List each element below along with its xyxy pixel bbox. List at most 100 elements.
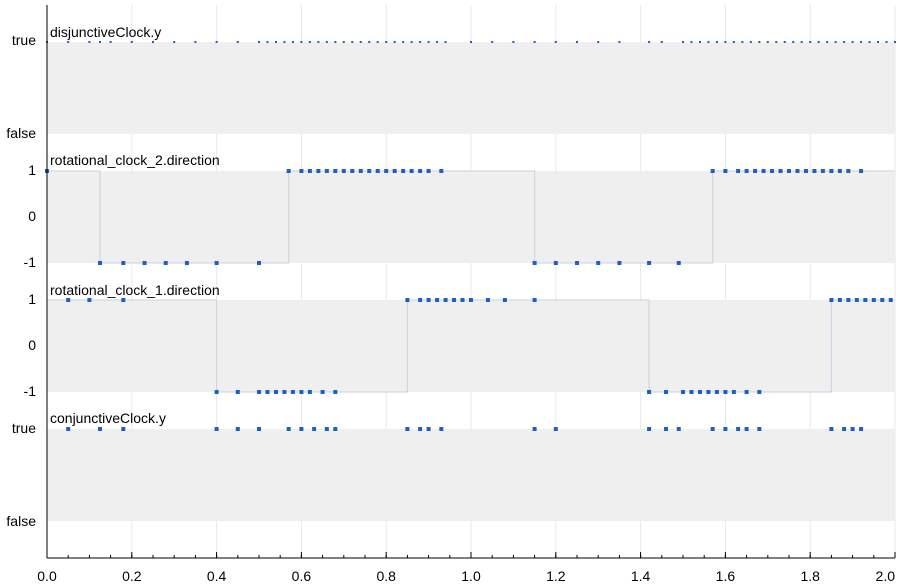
data-point — [300, 41, 303, 43]
data-point — [863, 298, 868, 302]
data-point — [647, 390, 652, 394]
data-point — [749, 41, 752, 43]
data-point — [826, 41, 829, 43]
data-point — [426, 169, 431, 173]
data-point — [676, 261, 681, 265]
data-point — [485, 298, 490, 302]
data-point — [130, 41, 133, 43]
data-point — [553, 427, 558, 431]
data-point — [843, 41, 846, 43]
data-point — [837, 169, 842, 173]
subplot-title: rotational_clock_1.direction — [50, 282, 220, 298]
data-point — [800, 41, 803, 43]
data-point — [316, 169, 321, 173]
data-point — [299, 427, 304, 431]
data-point — [783, 41, 786, 43]
data-point — [617, 261, 622, 265]
data-point — [409, 169, 414, 173]
data-point — [732, 41, 735, 43]
data-point — [894, 41, 896, 43]
data-point — [418, 427, 423, 431]
data-point — [842, 427, 847, 431]
data-point — [829, 169, 834, 173]
y-tick-label: 0 — [28, 208, 36, 224]
subplot-title: disjunctiveClock.y — [50, 24, 161, 40]
data-point — [470, 41, 472, 43]
data-point — [871, 298, 876, 302]
plot-panels: disjunctiveClock.y true false rotational_cl… — [6, 24, 896, 529]
data-point — [697, 390, 702, 394]
subplot-4: conjunctiveClock.y true false — [6, 410, 895, 529]
data-point — [376, 41, 379, 43]
data-point — [859, 169, 864, 173]
data-point — [67, 41, 70, 43]
x-tick-label: 0.0 — [37, 568, 57, 584]
data-point — [597, 41, 600, 43]
data-point — [681, 390, 685, 394]
data-point — [350, 169, 355, 173]
data-point — [757, 390, 762, 394]
data-point — [333, 169, 338, 173]
data-point — [66, 427, 71, 431]
data-point — [439, 169, 444, 173]
data-point — [152, 41, 154, 43]
data-point — [859, 427, 864, 431]
data-point — [532, 427, 537, 431]
data-point — [714, 390, 719, 394]
data-point — [850, 427, 855, 431]
data-point — [286, 169, 291, 173]
value-band — [47, 171, 895, 263]
data-point — [385, 41, 388, 43]
x-tick-label: 0.6 — [292, 568, 312, 584]
data-point — [214, 390, 219, 394]
data-point — [333, 390, 338, 394]
data-point — [761, 169, 766, 173]
data-point — [533, 41, 536, 43]
data-point — [710, 427, 715, 431]
y-tick-label: 1 — [28, 162, 36, 178]
data-point — [405, 298, 410, 302]
data-point — [792, 41, 795, 43]
data-point — [342, 41, 345, 43]
data-point — [647, 427, 652, 431]
data-point — [258, 41, 260, 43]
data-point — [320, 390, 325, 394]
data-point — [710, 169, 715, 173]
data-point — [877, 41, 880, 43]
y-tick-label: true — [12, 420, 36, 436]
data-point — [299, 390, 304, 394]
data-point — [829, 298, 834, 302]
data-point — [312, 427, 317, 431]
x-tick-label: 0.4 — [207, 568, 227, 584]
data-point — [829, 427, 834, 431]
data-point — [803, 169, 808, 173]
y-tick-label: true — [12, 32, 36, 48]
x-tick-label: 0.8 — [376, 568, 396, 584]
data-point — [334, 41, 337, 43]
data-point — [436, 41, 439, 43]
data-point — [741, 41, 744, 43]
data-point — [324, 169, 329, 173]
data-point — [290, 390, 295, 394]
data-point — [299, 169, 304, 173]
x-tick-label: 2.0 — [876, 568, 896, 584]
data-point — [317, 41, 320, 43]
data-point — [723, 169, 728, 173]
data-point — [66, 298, 71, 302]
step-line — [47, 299, 895, 393]
data-point — [393, 41, 396, 43]
data-point — [837, 298, 842, 302]
data-point — [787, 169, 791, 173]
data-point — [419, 41, 422, 43]
subplot-1: disjunctiveClock.y true false — [6, 24, 896, 141]
data-point — [809, 41, 812, 43]
data-point — [766, 41, 769, 43]
data-point — [402, 41, 405, 43]
data-point — [795, 169, 800, 173]
value-band — [47, 300, 895, 392]
data-point — [194, 41, 197, 43]
y-tick-label: 0 — [28, 337, 36, 353]
data-point — [724, 41, 727, 43]
data-point — [308, 41, 311, 43]
data-point — [214, 427, 219, 431]
